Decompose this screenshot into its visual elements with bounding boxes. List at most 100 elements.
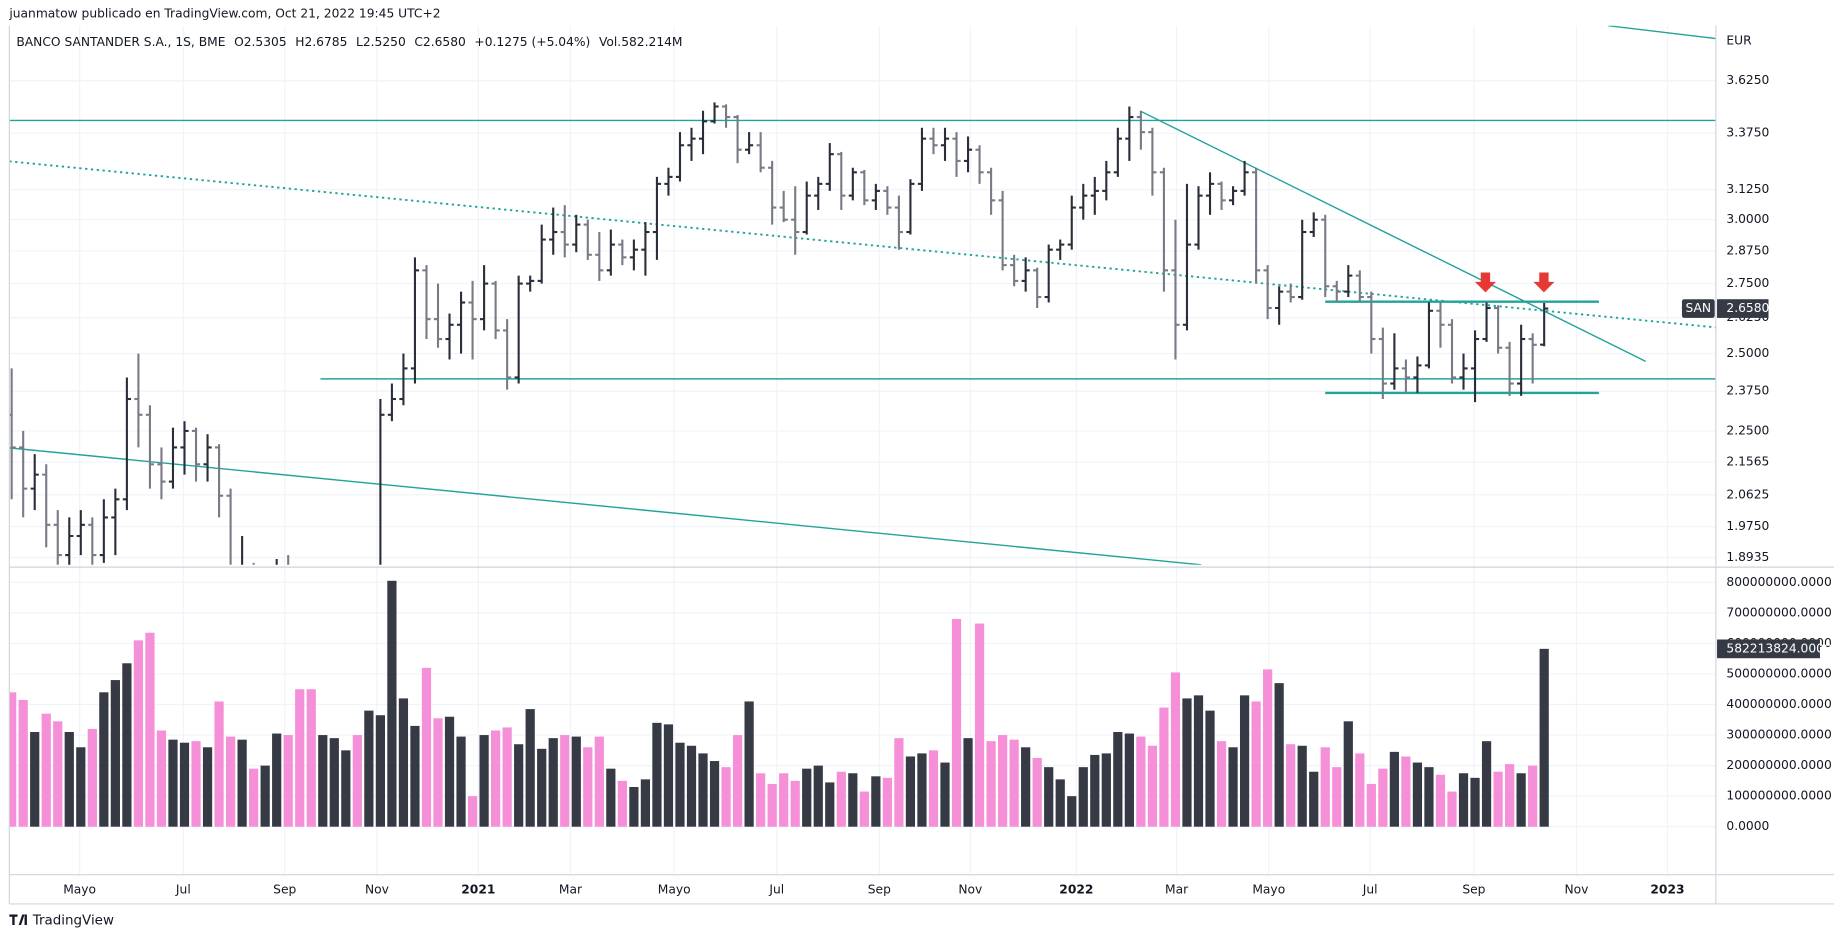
volume-bar xyxy=(998,735,1008,827)
legend-low: L2.5250 xyxy=(356,35,406,49)
legend-symbol: BANCO SANTANDER S.A., 1S, BME xyxy=(16,35,225,49)
volume-bar xyxy=(825,782,835,827)
volume-bar xyxy=(1516,773,1526,827)
volume-bar xyxy=(882,777,892,827)
volume-bar xyxy=(1447,791,1457,827)
volume-bar xyxy=(225,736,236,827)
volume-bar xyxy=(848,773,858,827)
volume-bar xyxy=(1090,754,1100,827)
volume-bar xyxy=(1481,741,1492,827)
volume-bar xyxy=(1251,701,1261,827)
volume-bar xyxy=(675,742,685,827)
symbol-tag-box xyxy=(1681,299,1715,318)
volume-bar xyxy=(410,725,420,827)
arrows xyxy=(1474,272,1555,293)
volume-bar xyxy=(709,761,720,827)
arrow-marker xyxy=(1474,272,1496,293)
volume-bar xyxy=(444,716,455,827)
volume-bar xyxy=(617,780,627,827)
volume-bar xyxy=(744,701,754,827)
volume-bar xyxy=(1366,783,1376,827)
x-tick-label: Nov xyxy=(365,882,389,896)
volume-bar xyxy=(1528,765,1538,827)
volume-bar xyxy=(318,735,328,827)
volume-bar xyxy=(191,741,201,827)
legend-volume: Vol.582.214M xyxy=(599,35,683,49)
dotted-trend-line xyxy=(9,160,1716,329)
x-tick-label: Nov xyxy=(1564,882,1588,896)
volume-bar xyxy=(1332,767,1342,827)
volume-bar xyxy=(514,744,524,827)
volume-bar xyxy=(548,738,558,827)
volume-bar xyxy=(1044,767,1054,827)
volume-bar xyxy=(1032,757,1042,827)
volume-bar xyxy=(894,738,904,827)
volume-bar xyxy=(1343,721,1353,827)
volume-bar xyxy=(1055,779,1065,827)
volume-bar xyxy=(260,765,270,827)
volume-bar xyxy=(606,768,616,827)
volume-bar xyxy=(560,735,570,827)
volume-bar xyxy=(1113,732,1123,827)
volume-bar xyxy=(721,767,731,827)
trend-line xyxy=(1608,25,1716,40)
frame xyxy=(8,25,1834,905)
volume-bar xyxy=(122,663,132,827)
volume-bar xyxy=(421,667,432,827)
volume-tick-label: 400000000.0000 xyxy=(1726,697,1831,711)
y-tick-label: 3.0000 xyxy=(1726,212,1769,226)
volume-bar xyxy=(202,747,213,827)
x-tick-label: Sep xyxy=(868,882,891,896)
volume-bar xyxy=(479,735,489,827)
volume-tick-label: 700000000.0000 xyxy=(1726,605,1831,619)
last-price-box xyxy=(1717,299,1769,318)
volume-bar xyxy=(329,738,339,827)
volume-bar xyxy=(1274,683,1284,827)
volume-bar xyxy=(375,715,385,827)
symbol-tag: SAN xyxy=(1686,301,1712,315)
volume-bar xyxy=(1205,710,1215,827)
volume-bar xyxy=(640,779,651,827)
y-tick-label: 2.7500 xyxy=(1726,276,1769,290)
volume-bar xyxy=(491,730,501,827)
volume-bar xyxy=(1286,744,1296,827)
volume-bar xyxy=(1401,756,1411,827)
y-tick-label: 3.6250 xyxy=(1726,73,1769,87)
last-volume-label: 582213824.0000 xyxy=(1726,641,1831,655)
volume-bar xyxy=(802,768,812,827)
x-tick-label: Sep xyxy=(1462,882,1485,896)
volume-bar xyxy=(18,699,28,827)
x-tick-label: Mayo xyxy=(63,882,96,896)
x-tick-label: Mar xyxy=(559,882,583,896)
volume-bar xyxy=(1078,767,1088,827)
volume-bar xyxy=(756,773,766,827)
volume-bar xyxy=(1470,777,1480,827)
volume-tick-label: 100000000.0000 xyxy=(1726,789,1831,803)
legend-high: H2.6785 xyxy=(295,35,347,49)
x-tick-label: Mar xyxy=(1165,882,1189,896)
volume-bar xyxy=(963,738,973,827)
brand-logo xyxy=(9,914,27,925)
volume-bar xyxy=(917,753,927,827)
volume-bar xyxy=(76,747,86,827)
volume-bar xyxy=(594,736,604,827)
volume-bar xyxy=(1067,796,1077,827)
volume-bar xyxy=(732,735,743,827)
y-tick-label: 2.0625 xyxy=(1726,487,1769,501)
volume-bar xyxy=(467,796,478,827)
volume-bar xyxy=(686,745,697,827)
volume-bar xyxy=(629,787,639,827)
x-tick-label: 2021 xyxy=(461,882,495,896)
volume-bar xyxy=(53,721,63,827)
x-tick-label: Jul xyxy=(768,882,784,896)
y-tick-label: 2.2500 xyxy=(1726,423,1769,437)
legend-change: +0.1275 (+5.04%) xyxy=(474,35,590,49)
volume-bar xyxy=(1435,774,1446,827)
volume-bar xyxy=(663,724,674,827)
grid xyxy=(9,25,1716,875)
volume-bar xyxy=(1539,648,1549,827)
volume-bar xyxy=(99,692,109,827)
volume-bar xyxy=(951,618,962,827)
volume-bar xyxy=(352,735,362,827)
